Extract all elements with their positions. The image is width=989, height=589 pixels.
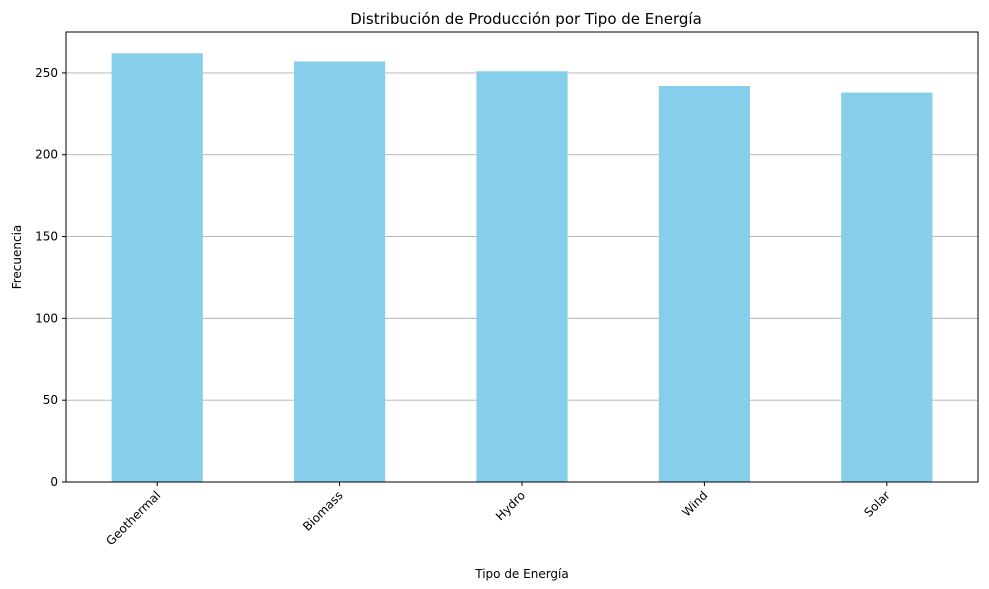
x-tick-label: Biomass [300,488,346,534]
x-tick-label: Solar [861,488,893,520]
y-tick-label: 50 [43,393,58,407]
y-tick-label: 250 [35,66,58,80]
bar-solar [841,92,933,482]
y-axis-label: Frecuencia [10,225,24,290]
bar-geothermal [111,53,203,482]
bar-hydro [476,71,568,482]
x-axis-label: Tipo de Energía [474,567,568,581]
y-tick-label: 0 [50,475,58,489]
bar-biomass [294,61,386,483]
bar-wind [658,86,750,482]
x-axis-ticks: Geothermal Biomass Hydro Wind Solar [103,482,893,548]
chart-title: Distribución de Producción por Tipo de E… [350,10,702,28]
bars [111,53,933,483]
x-tick-label: Hydro [493,488,528,523]
y-tick-label: 100 [35,311,58,325]
y-tick-label: 200 [35,148,58,162]
x-tick-label: Geothermal [103,488,163,548]
y-tick-label: 150 [35,230,58,244]
y-axis-ticks: 0 50 100 150 200 250 [35,66,66,489]
x-tick-label: Wind [679,488,710,519]
